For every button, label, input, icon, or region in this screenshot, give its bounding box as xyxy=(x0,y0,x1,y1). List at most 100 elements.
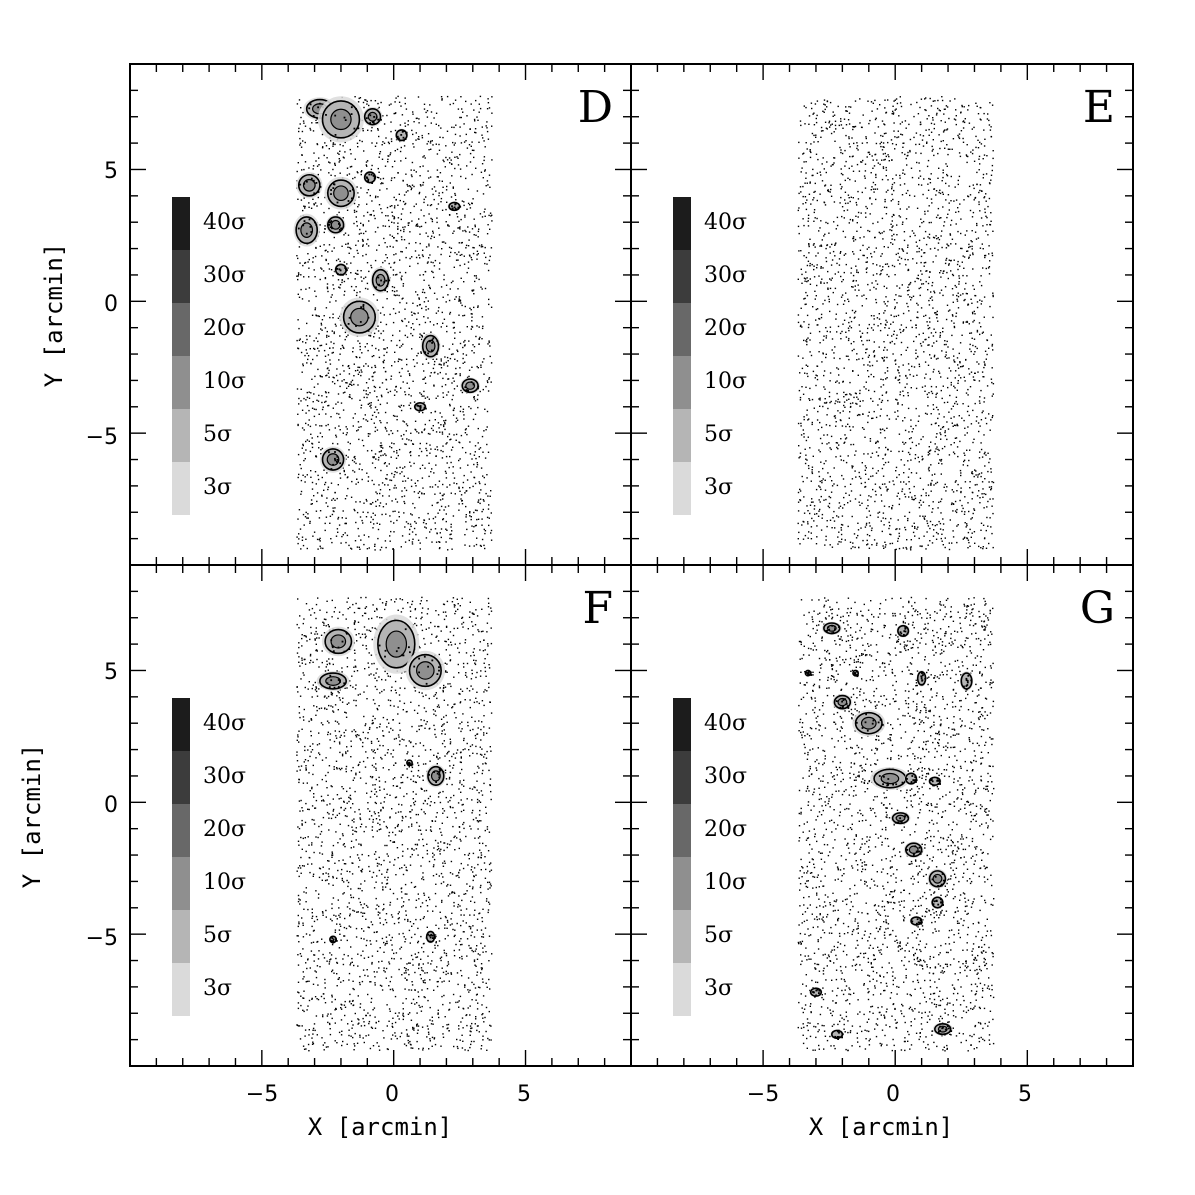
star-point xyxy=(393,474,396,476)
star-point xyxy=(859,249,862,251)
star-point xyxy=(809,447,811,449)
star-point xyxy=(928,237,931,239)
star-point xyxy=(935,531,938,534)
star-point xyxy=(389,313,391,316)
star-point xyxy=(932,307,934,309)
star-point xyxy=(985,230,987,232)
star-point xyxy=(460,389,462,392)
star-point xyxy=(915,472,918,474)
star-point xyxy=(799,372,801,374)
star-point xyxy=(412,133,414,136)
star-point xyxy=(427,317,429,319)
star-point xyxy=(448,157,451,159)
star-point xyxy=(399,124,402,126)
star-point xyxy=(319,375,321,377)
star-point xyxy=(299,338,301,340)
star-point xyxy=(479,336,481,339)
star-point xyxy=(866,142,868,144)
star-point xyxy=(346,387,348,389)
star-point xyxy=(826,282,828,284)
star-point xyxy=(463,341,465,343)
star-point xyxy=(876,360,878,362)
star-point xyxy=(475,234,477,236)
star-point xyxy=(416,294,419,296)
star-point xyxy=(345,336,348,338)
star-point xyxy=(299,144,301,146)
star-point xyxy=(366,396,368,399)
star-point xyxy=(939,272,941,274)
star-point xyxy=(819,508,821,511)
star-point xyxy=(885,391,888,393)
star-point xyxy=(849,316,851,319)
star-point xyxy=(881,500,883,502)
star-point xyxy=(385,513,387,515)
star-point xyxy=(833,352,835,354)
star-point xyxy=(422,378,424,380)
star-point xyxy=(300,274,302,276)
star-point xyxy=(844,199,846,201)
star-point xyxy=(944,108,946,110)
star-point xyxy=(799,396,802,399)
star-point xyxy=(323,469,325,471)
star-point xyxy=(941,230,943,232)
star-point xyxy=(802,480,804,483)
star-point xyxy=(357,366,359,368)
star-point xyxy=(926,142,928,144)
star-point xyxy=(308,206,310,208)
star-point xyxy=(404,138,407,140)
star-point xyxy=(890,450,892,452)
star-point xyxy=(865,268,867,270)
star-point xyxy=(813,124,816,126)
star-point xyxy=(417,480,419,482)
star-point xyxy=(906,346,909,349)
star-point xyxy=(459,373,461,375)
star-point xyxy=(920,438,922,441)
star-point xyxy=(439,363,441,365)
star-point xyxy=(422,249,424,251)
star-point xyxy=(876,273,878,275)
star-point xyxy=(928,115,930,117)
star-point xyxy=(418,496,420,499)
star-point xyxy=(810,354,813,357)
star-point xyxy=(947,346,949,348)
star-point xyxy=(336,368,338,370)
star-point xyxy=(299,464,301,466)
star-point xyxy=(399,199,401,202)
star-point xyxy=(471,173,473,176)
star-point xyxy=(302,443,304,446)
star-point xyxy=(434,528,437,530)
star-point xyxy=(937,533,939,535)
star-point xyxy=(326,286,329,288)
star-point xyxy=(987,470,989,473)
star-point xyxy=(479,447,482,449)
star-point xyxy=(422,288,424,291)
star-point xyxy=(877,512,879,514)
star-point xyxy=(935,114,938,116)
star-point xyxy=(958,281,960,283)
star-point xyxy=(980,529,982,531)
star-point xyxy=(866,248,868,250)
star-point xyxy=(959,440,961,443)
star-point xyxy=(962,321,965,323)
star-point xyxy=(956,298,958,300)
star-point xyxy=(991,481,993,483)
star-point xyxy=(944,435,947,437)
star-point xyxy=(396,294,398,296)
star-point xyxy=(839,455,842,457)
star-point xyxy=(341,245,343,247)
star-point xyxy=(415,256,418,259)
star-point xyxy=(438,149,441,151)
star-point xyxy=(906,383,908,385)
star-point xyxy=(451,175,453,177)
star-point xyxy=(398,101,401,103)
star-point xyxy=(809,278,811,280)
star-point xyxy=(455,421,457,423)
star-point xyxy=(959,294,962,296)
star-point xyxy=(801,367,804,370)
star-point xyxy=(379,403,382,406)
star-point xyxy=(956,490,958,492)
star-point xyxy=(393,450,395,453)
star-point xyxy=(480,366,482,368)
star-point xyxy=(306,474,308,476)
star-point xyxy=(440,358,442,360)
